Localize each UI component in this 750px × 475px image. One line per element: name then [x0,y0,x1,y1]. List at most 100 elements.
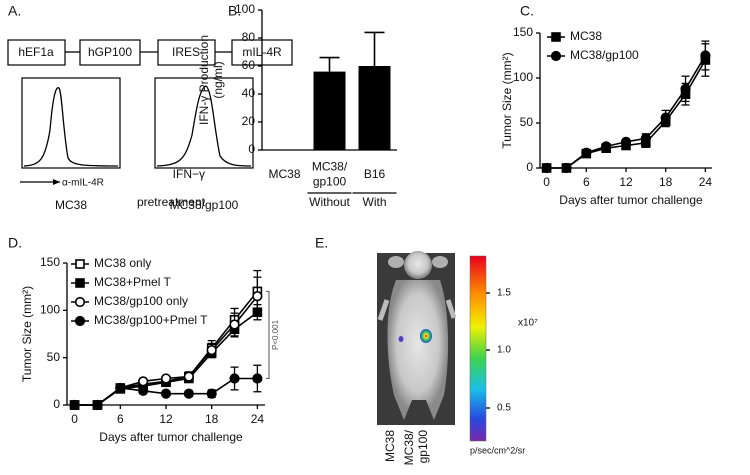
group-label: Without [309,195,350,209]
group-label: With [363,195,387,209]
construct-box [79,39,141,66]
y-tick-label: 60 [242,58,256,72]
y-axis-label: Tumor Size (mm²) [20,286,34,382]
marker [581,147,592,158]
legend-marker [75,259,85,269]
panel-e: E. 1.5 1.0 0.5 x10⁷ p/sec/cm^2/sr MC38 M… [315,235,538,466]
construct-label: hEF1a [18,45,54,59]
marker [561,162,572,174]
marker [160,373,172,384]
legend-marker [74,315,86,327]
marker [229,319,240,330]
histogram-label: MC38/gp100 [170,198,239,212]
x-tick-label: B16 [364,167,386,181]
histogram-frame [154,77,254,169]
construct-label: hGP100 [88,45,132,59]
x-tick-label: 12 [159,412,173,426]
legend-label: MC38+Pmel T [94,275,171,289]
x-tick-label: MC38 [268,167,300,181]
construct-label: IRES [172,45,200,59]
marker [660,112,671,123]
x-tick-label: 0 [71,412,78,426]
axis-label: α-mIL-4R [62,178,104,189]
marker [252,373,263,384]
annotation: P<0.001 [271,319,280,350]
colorbar [469,255,487,442]
lane-label: MC38/gp100 [402,429,430,465]
y-tick-label: 0 [53,397,60,411]
panel-label: D. [8,235,22,251]
x-tick-label: 24 [699,175,713,189]
y-axis-label: Tumor Size (mm²) [500,52,514,148]
significance-bracket [266,290,270,379]
mouse-ear [388,256,404,268]
y-tick-label: 150 [513,25,533,39]
marker [69,399,80,411]
legend-label: MC38/gp100 only [94,294,188,308]
construct-box [157,39,216,66]
y-tick-label: 50 [520,115,534,129]
legend-marker [550,50,562,62]
y-tick-label: 20 [242,114,256,128]
marker [620,136,632,147]
marker [138,385,149,396]
x-tick-label: 6 [117,412,124,426]
mouse-leg [445,299,457,319]
marker [640,133,651,144]
colorbar-tick-label: 0.5 [497,403,511,414]
panel-label: A. [8,3,21,19]
x-tick-label: 24 [251,412,265,426]
y-tick-label: 50 [47,350,61,364]
series-line [74,290,259,406]
marker [601,141,612,152]
marker [700,50,711,61]
y-tick-label: 150 [40,255,60,269]
arrow-head [53,179,60,185]
marker [160,388,172,399]
x-tick-label: 18 [659,175,673,189]
marker [680,83,691,94]
colorbar-tick-label: 1.0 [497,345,511,356]
mouse-body [387,280,449,420]
construct-box [7,39,66,66]
signal [420,329,432,343]
mouse-leg [377,299,390,321]
histogram [156,85,252,167]
panel-label: E. [315,235,328,251]
legend-label: MC38/gp100 [570,48,639,62]
panel-label: B. [228,3,241,19]
x-tick-label: 0 [543,175,550,189]
lane-label: MC38 [383,430,397,462]
marker [92,399,103,411]
marker [183,388,194,399]
bar [313,71,346,150]
marker [541,162,552,174]
marker [206,388,217,399]
legend-label: MC38 only [94,256,151,270]
x-tick-label: 6 [583,175,590,189]
x-tick-label: MC38/gp100 [312,160,348,189]
x-axis-label: Days after tumor challenge [99,430,243,444]
legend-marker [74,296,86,308]
y-tick-label: 100 [235,2,255,16]
colorbar-units: p/sec/cm^2/sr [470,445,525,455]
legend-label: MC38 [570,29,602,43]
legend-label: MC38/gp100+Pmel T [94,313,208,327]
bar [358,66,391,150]
panel-a: A. hEF1a hGP100 IRES mIL-4R α-mIL-4R MC3… [7,3,293,212]
histogram [23,87,119,167]
y-tick-label: 100 [513,70,533,84]
marker [183,371,194,382]
marker [229,373,240,384]
colorbar-tick-label: 1.5 [497,288,511,299]
legend-marker [551,32,561,42]
marker [138,376,149,387]
mouse-ear [432,256,448,268]
row-label: IFN−γ pretreatment [137,167,206,209]
y-tick-label: 40 [242,86,256,100]
histogram-frame [21,77,121,169]
marker [252,291,263,302]
y-tick-label: 80 [242,30,256,44]
x-axis-label: Days after tumor challenge [559,193,703,207]
